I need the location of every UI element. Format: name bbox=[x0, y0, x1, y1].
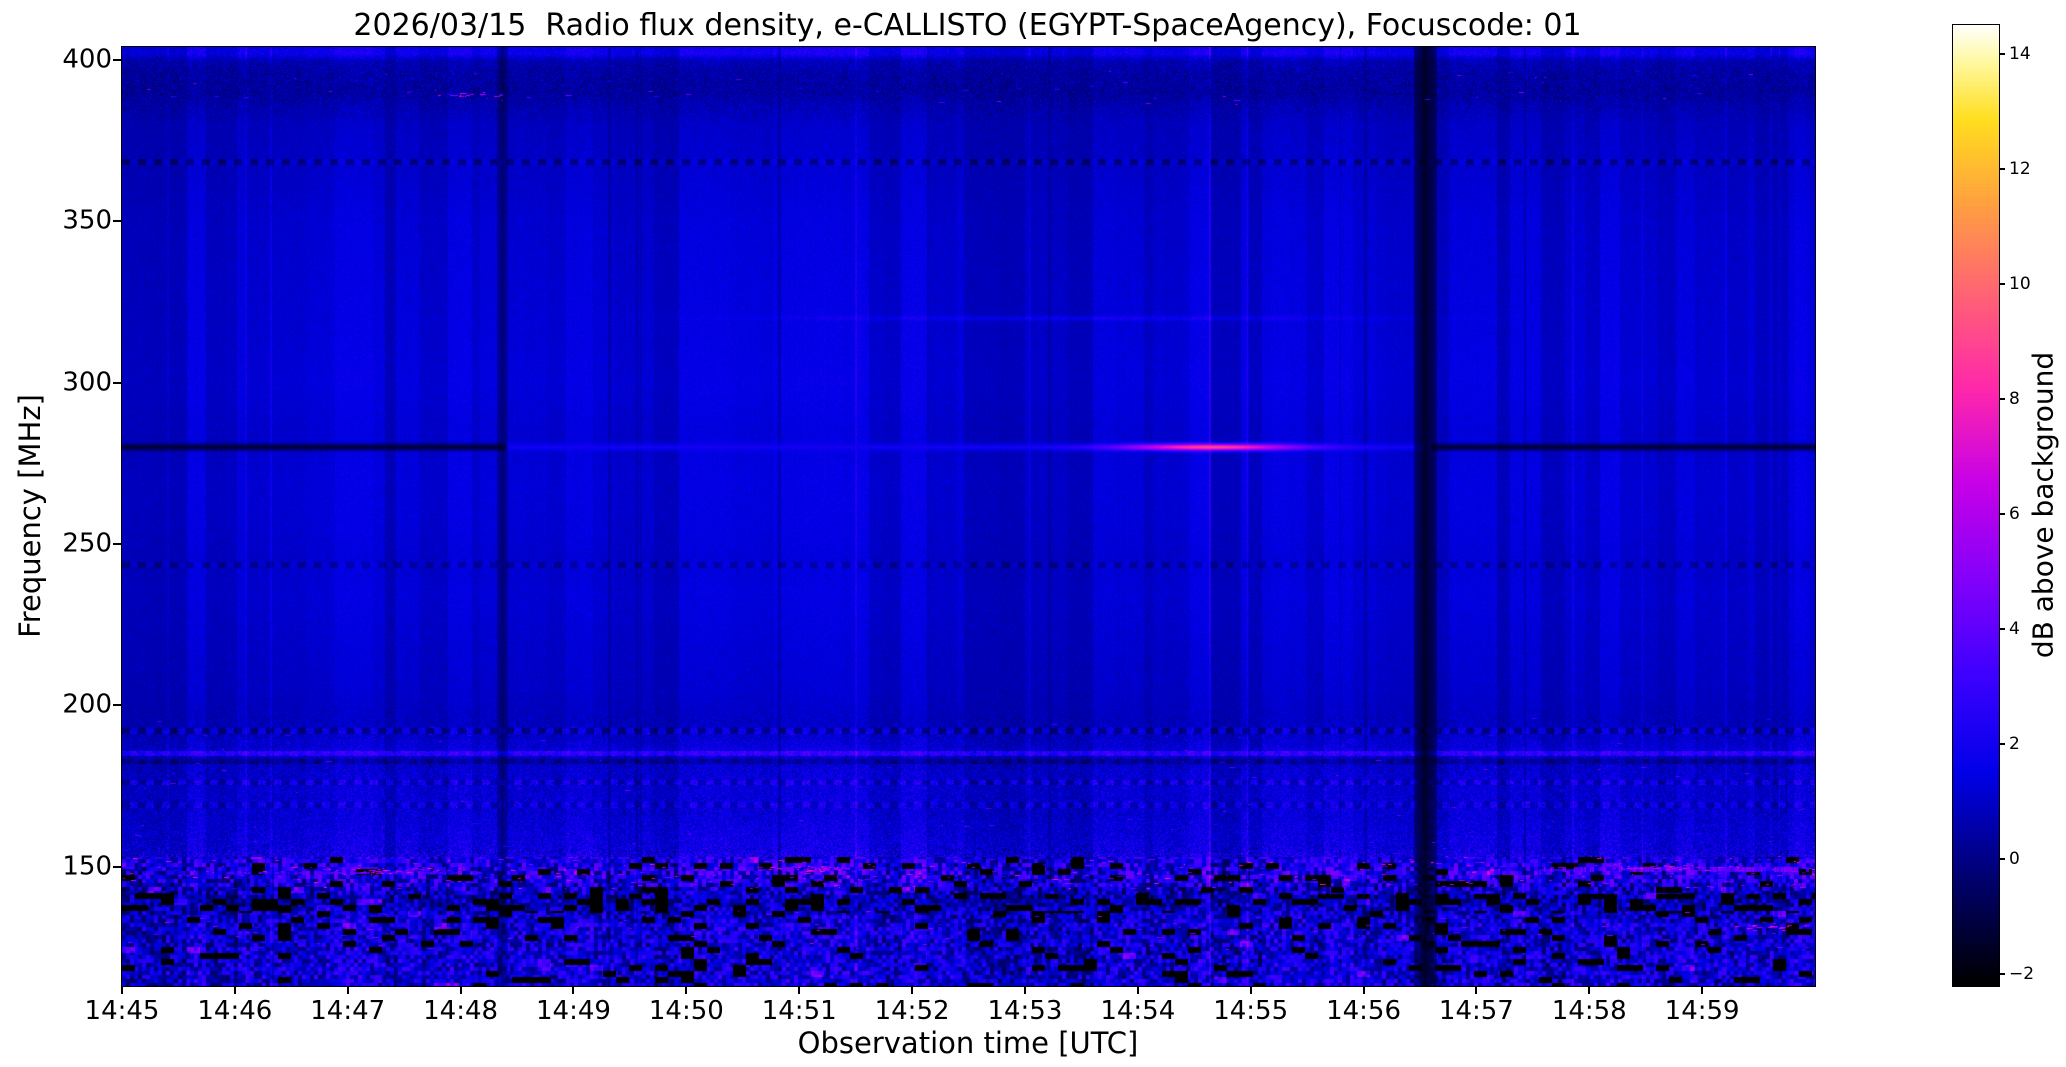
y-axis-label: Frequency [MHz] bbox=[13, 394, 47, 638]
tick-mark bbox=[1475, 986, 1478, 994]
tick-mark bbox=[1999, 167, 2005, 170]
tick-mark bbox=[113, 58, 121, 61]
colorbar-tick-label: 14 bbox=[2009, 43, 2031, 64]
x-tick-label: 14:56 bbox=[1326, 996, 1401, 1026]
tick-mark bbox=[1999, 743, 2005, 746]
tick-mark bbox=[1999, 513, 2005, 516]
tick-mark bbox=[798, 986, 801, 994]
tick-mark bbox=[233, 986, 236, 994]
tick-mark bbox=[113, 865, 121, 868]
tick-mark bbox=[121, 986, 123, 994]
tick-mark bbox=[1362, 986, 1365, 994]
colorbar-tick-label: 12 bbox=[2009, 158, 2031, 179]
tick-mark bbox=[113, 220, 121, 223]
x-tick-label: 14:59 bbox=[1664, 996, 1740, 1026]
y-tick-label: 200 bbox=[62, 689, 112, 720]
spectrogram-canvas bbox=[122, 47, 1815, 986]
tick-mark bbox=[1999, 52, 2005, 55]
x-tick-label: 14:54 bbox=[1100, 996, 1176, 1026]
x-tick-label: 14:47 bbox=[310, 996, 386, 1026]
tick-mark bbox=[685, 986, 688, 994]
tick-mark bbox=[1249, 986, 1252, 994]
tick-mark bbox=[1701, 986, 1704, 994]
x-tick-label: 14:53 bbox=[987, 996, 1063, 1026]
tick-mark bbox=[113, 542, 121, 545]
colorbar-tick-label: 6 bbox=[2009, 504, 2020, 525]
x-tick-label: 14:49 bbox=[535, 996, 611, 1026]
tick-mark bbox=[1999, 282, 2005, 285]
x-tick-label: 14:48 bbox=[423, 996, 499, 1026]
tick-mark bbox=[459, 986, 462, 994]
chart-title: 2026/03/15 Radio flux density, e-CALLIST… bbox=[353, 8, 1582, 43]
colorbar-tick-label: 4 bbox=[2009, 619, 2020, 640]
x-tick-label: 14:46 bbox=[197, 996, 273, 1026]
tick-mark bbox=[1136, 986, 1139, 994]
tick-mark bbox=[1023, 986, 1026, 994]
tick-mark bbox=[346, 986, 349, 994]
colorbar-tick-label: 2 bbox=[2009, 734, 2020, 755]
colorbar-label: dB above background bbox=[2026, 351, 2060, 659]
y-tick-label: 400 bbox=[62, 44, 112, 75]
colorbar-tick-label: 0 bbox=[2009, 849, 2020, 870]
tick-mark bbox=[113, 381, 121, 384]
x-tick-label: 14:57 bbox=[1438, 996, 1514, 1026]
colorbar bbox=[1952, 24, 2000, 987]
x-tick-label: 14:45 bbox=[84, 996, 160, 1026]
tick-mark bbox=[1999, 973, 2005, 976]
tick-mark bbox=[1999, 628, 2005, 631]
tick-mark bbox=[911, 986, 914, 994]
tick-mark bbox=[113, 704, 121, 707]
tick-mark bbox=[1999, 398, 2005, 401]
tick-mark bbox=[1588, 986, 1591, 994]
tick-mark bbox=[1999, 858, 2005, 861]
x-tick-label: 14:50 bbox=[648, 996, 724, 1026]
colorbar-canvas bbox=[1953, 25, 1999, 986]
colorbar-tick-label: 10 bbox=[2009, 273, 2031, 294]
x-tick-label: 14:51 bbox=[761, 996, 837, 1026]
x-tick-label: 14:55 bbox=[1213, 996, 1289, 1026]
x-tick-label: 14:52 bbox=[874, 996, 950, 1026]
colorbar-tick-label: −2 bbox=[2009, 964, 2035, 985]
y-tick-label: 150 bbox=[62, 850, 112, 881]
y-tick-label: 300 bbox=[62, 366, 112, 397]
x-axis-label: Observation time [UTC] bbox=[797, 1026, 1139, 1060]
plot-area bbox=[121, 46, 1816, 987]
y-tick-label: 250 bbox=[62, 528, 112, 559]
tick-mark bbox=[572, 986, 575, 994]
colorbar-tick-label: 8 bbox=[2009, 389, 2020, 410]
y-tick-label: 350 bbox=[62, 205, 112, 236]
x-tick-label: 14:58 bbox=[1551, 996, 1627, 1026]
